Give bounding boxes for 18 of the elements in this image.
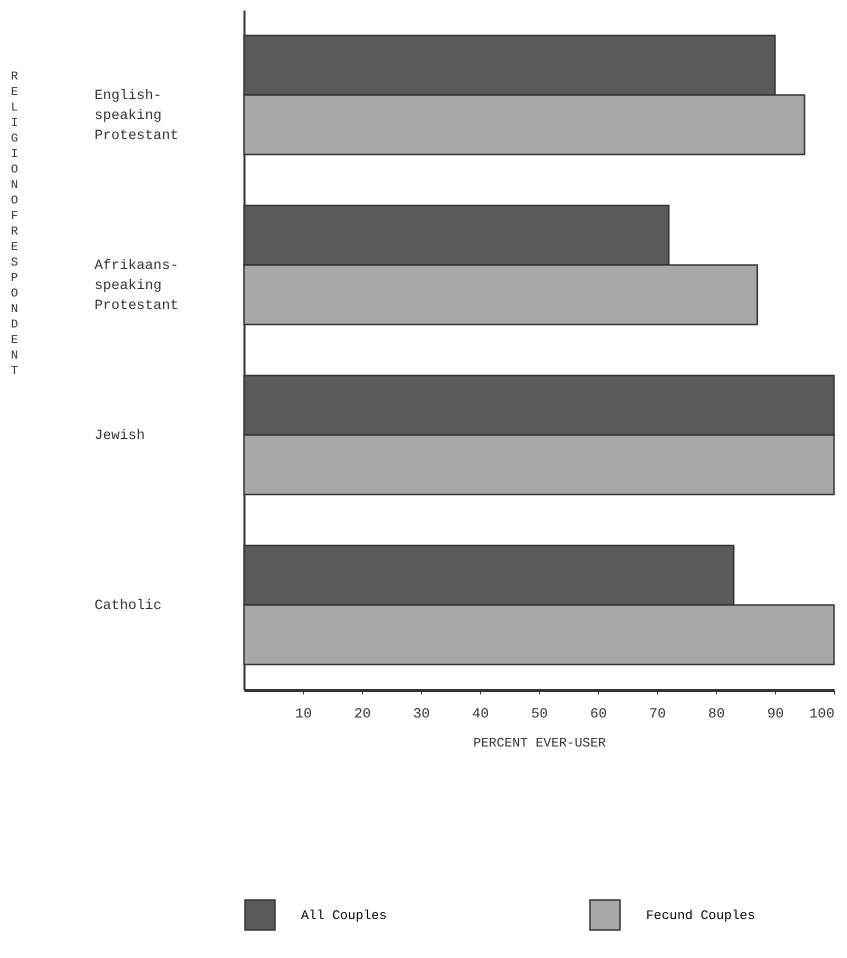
x-tick-label: 20 xyxy=(354,706,371,722)
y-tick-label: English-speaking Protestant xyxy=(94,88,179,144)
x-tick-label: 100 xyxy=(809,706,834,722)
x-tick-label: 10 xyxy=(295,706,312,722)
x-tick-label: 80 xyxy=(708,706,725,722)
x-tick-label: 60 xyxy=(590,706,607,722)
x-tick-label: 50 xyxy=(531,706,548,722)
y-tick-label: Jewish xyxy=(94,428,145,444)
legend-label: All Couples xyxy=(301,908,387,923)
x-tick-label: 40 xyxy=(472,706,489,722)
legend-label: Fecund Couples xyxy=(646,908,756,923)
x-tick-label: 90 xyxy=(767,706,784,722)
x-axis-title: PERCENT EVER-USER xyxy=(473,736,606,750)
x-tick-label: 30 xyxy=(413,706,430,722)
y-tick-label: Afrikaans-speaking Protestant xyxy=(94,258,179,314)
x-tick-label: 70 xyxy=(649,706,666,722)
text: RELIGION OF RESPONDENT xyxy=(10,70,18,378)
y-tick-label: Catholic xyxy=(94,598,162,614)
